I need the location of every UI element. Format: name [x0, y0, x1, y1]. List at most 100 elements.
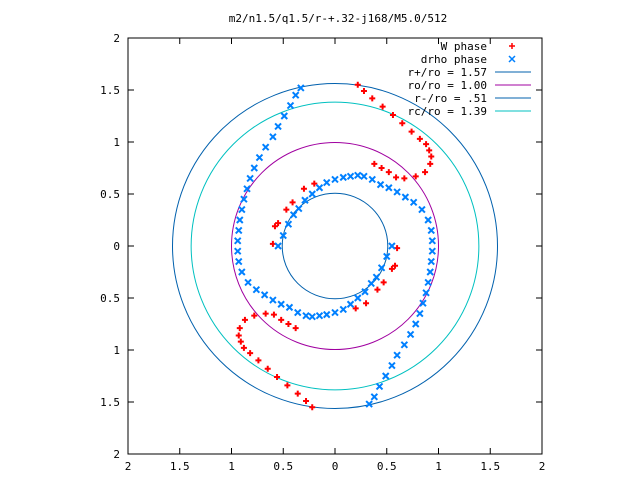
data-point: [291, 91, 300, 99]
data-point: [235, 332, 242, 339]
data-point: [238, 268, 246, 276]
data-point: [303, 397, 310, 404]
x-tick-label: 2: [539, 460, 546, 473]
data-point: [380, 279, 387, 286]
y-tick-label: 0.5: [100, 188, 120, 201]
x-tick-label: 0.5: [273, 460, 293, 473]
chart-title: m2/n1.5/q1.5/r-+.32-j168/M5.0/512: [229, 12, 448, 25]
data-point: [302, 311, 310, 320]
data-series: [234, 81, 436, 411]
data-point: [240, 344, 247, 351]
data-point: [323, 310, 331, 319]
data-point: [424, 278, 432, 287]
data-point: [301, 196, 309, 204]
data-point: [308, 313, 316, 321]
series-drho-phase: [234, 84, 436, 408]
circle-ro: [231, 142, 439, 350]
data-point: [354, 81, 361, 88]
data-point: [370, 393, 379, 401]
data-point: [284, 220, 293, 228]
data-point: [427, 160, 434, 167]
data-point: [427, 226, 435, 235]
circle-r: [281, 192, 389, 300]
data-point: [368, 175, 376, 184]
data-point: [286, 101, 295, 110]
data-point: [385, 184, 393, 192]
data-point: [255, 153, 264, 162]
data-point: [339, 173, 347, 182]
data-point: [422, 289, 430, 297]
data-point: [241, 316, 248, 323]
data-point: [250, 164, 258, 172]
data-point: [416, 309, 424, 318]
x-tick-label: 1: [228, 460, 235, 473]
data-point: [399, 120, 406, 127]
data-point: [371, 160, 378, 167]
data-point: [244, 278, 252, 287]
data-point: [428, 247, 436, 255]
data-point: [382, 372, 390, 380]
data-point: [274, 242, 282, 250]
data-point: [374, 286, 381, 293]
y-tick-label: 2: [113, 32, 120, 45]
data-point: [251, 312, 258, 319]
x-tick-label: 0: [332, 460, 339, 473]
data-point: [285, 303, 294, 312]
data-point: [408, 128, 415, 135]
data-point: [236, 216, 244, 224]
x-tick-label: 1.5: [480, 460, 500, 473]
data-point: [422, 169, 429, 176]
data-point: [315, 311, 324, 320]
y-tick-label: 1: [113, 344, 120, 357]
data-point: [279, 231, 287, 240]
data-point: [285, 321, 292, 327]
data-point: [255, 357, 262, 364]
data-point: [375, 382, 384, 391]
data-point: [393, 351, 401, 359]
data-point: [365, 400, 373, 408]
data-point: [354, 294, 362, 302]
data-point: [372, 273, 381, 281]
data-point: [367, 279, 375, 288]
data-point: [428, 153, 435, 160]
legend-marker: [509, 43, 515, 49]
data-point: [400, 341, 409, 349]
data-point: [264, 365, 271, 372]
data-point: [309, 404, 316, 411]
data-point: [269, 133, 277, 141]
y-tick-label: 0.5: [100, 292, 120, 305]
data-point: [406, 330, 415, 339]
data-point: [393, 174, 400, 181]
data-point: [426, 147, 433, 154]
data-point: [289, 199, 296, 206]
data-point: [238, 205, 246, 214]
legend-label: r-/ro = .51: [414, 92, 487, 105]
data-point: [418, 205, 426, 214]
legend-label: r+/ro = 1.57: [408, 66, 487, 79]
data-point: [278, 316, 285, 323]
circle-r: [172, 83, 498, 409]
data-point: [401, 193, 410, 201]
data-point: [412, 173, 419, 180]
data-point: [277, 300, 285, 308]
legend-marker: [508, 55, 516, 63]
data-point: [383, 252, 391, 261]
data-point: [237, 338, 244, 345]
data-point: [377, 264, 386, 272]
data-point: [346, 172, 355, 181]
data-point: [260, 291, 269, 299]
x-tick-label: 0.5: [377, 460, 397, 473]
data-point: [360, 172, 368, 181]
data-point: [234, 237, 242, 245]
data-point: [283, 206, 290, 213]
y-tick-label: 2: [113, 448, 120, 461]
data-point: [234, 247, 242, 255]
data-point: [297, 84, 305, 92]
x-tick-label: 1.5: [170, 460, 190, 473]
y-tick-label: 0: [113, 240, 120, 253]
data-point: [409, 198, 418, 207]
data-point: [292, 325, 299, 332]
data-point: [243, 185, 251, 193]
